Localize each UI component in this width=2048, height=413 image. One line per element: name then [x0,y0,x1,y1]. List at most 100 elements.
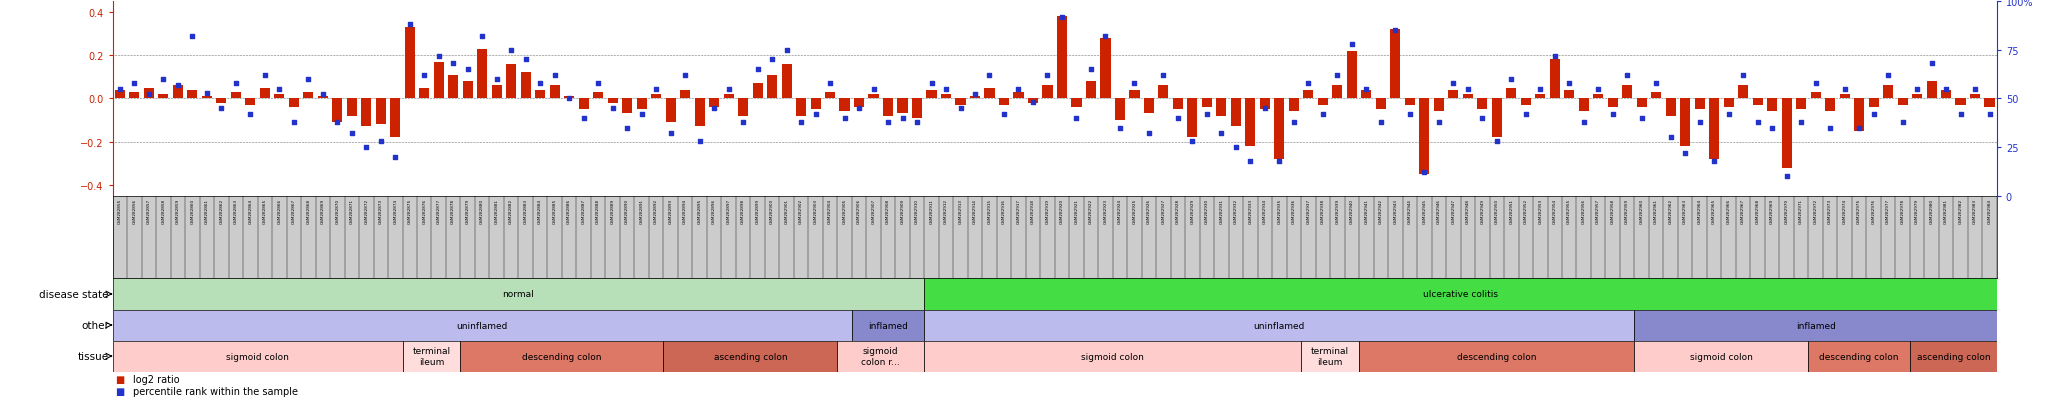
Point [190,90,223,97]
Text: GSM282929: GSM282929 [1190,199,1194,224]
Text: GSM282877: GSM282877 [436,199,440,224]
Text: GSM282917: GSM282917 [1016,199,1020,223]
Text: GSM282871: GSM282871 [350,199,354,223]
Text: GSM282961: GSM282961 [1655,199,1659,223]
Text: GSM282907: GSM282907 [872,199,877,224]
Point [713,86,745,93]
Text: GSM282915: GSM282915 [987,199,991,223]
Text: GSM282908: GSM282908 [887,199,891,224]
Text: GSM282940: GSM282940 [1350,199,1354,223]
Point [1741,119,1774,126]
Text: GSM282946: GSM282946 [1438,199,1442,223]
Text: GSM282856: GSM282856 [133,199,137,224]
Bar [158,95,168,99]
Bar [391,99,399,138]
Text: GSM282938: GSM282938 [1321,199,1325,224]
Bar [346,99,356,116]
Point [1886,119,1919,126]
Bar [1159,86,1169,99]
Bar [1767,99,1778,112]
Point [219,80,252,87]
Point [1595,112,1628,118]
Bar [1333,86,1341,99]
Text: GSM282925: GSM282925 [1133,199,1137,224]
Text: GSM282863: GSM282863 [233,199,238,224]
Bar [1145,99,1153,114]
Bar [1014,93,1024,99]
Point [496,47,528,54]
Point [784,119,817,126]
Bar [1303,90,1313,99]
Bar [737,99,748,116]
Point [133,92,166,99]
Text: GSM282952: GSM282952 [1524,199,1528,224]
Text: GSM282972: GSM282972 [1815,199,1819,224]
Bar [1565,90,1575,99]
Text: GSM282889: GSM282889 [610,199,614,224]
Bar [289,99,299,108]
Text: GSM282904: GSM282904 [827,199,831,223]
Bar [1085,82,1096,99]
Bar [1911,341,1997,372]
Bar [637,99,647,110]
Point [842,105,874,112]
Text: GSM282884: GSM282884 [539,199,543,223]
Text: GSM282899: GSM282899 [756,199,760,224]
Bar [549,86,559,99]
Point [1061,115,1094,122]
Point [1872,73,1905,79]
Text: GSM282984: GSM282984 [1987,199,1991,223]
Text: inflamed: inflamed [1796,321,1835,330]
Point [684,138,717,145]
Bar [1679,99,1690,147]
Bar [520,73,530,99]
Bar [752,84,762,99]
Point [1438,80,1470,87]
Point [610,125,643,131]
Bar [1505,88,1516,99]
Text: GSM282954: GSM282954 [1552,199,1556,223]
Bar [1853,99,1864,131]
Point [567,115,600,122]
Text: GSM282910: GSM282910 [915,199,920,223]
Bar [1405,99,1415,106]
Text: GSM282977: GSM282977 [1886,199,1890,224]
Point [1249,105,1282,112]
Text: GSM282941: GSM282941 [1364,199,1368,223]
Point [1495,76,1528,83]
Point [1655,135,1688,141]
Point [1378,28,1411,34]
Point [524,80,557,87]
Bar [1360,341,1634,372]
Bar [838,341,924,372]
Bar [1970,95,1980,99]
Bar [1927,82,1937,99]
Point [104,86,137,93]
Bar [203,97,211,99]
Bar [580,99,588,110]
Point [901,119,934,126]
Text: GSM282859: GSM282859 [176,199,180,224]
Text: GSM282932: GSM282932 [1233,199,1237,224]
Bar [1274,99,1284,159]
Text: GSM282903: GSM282903 [813,199,817,224]
Point [1393,112,1425,118]
Point [930,86,963,93]
Bar [664,341,838,372]
Point [1190,112,1223,118]
Bar [723,95,733,99]
Point [582,80,614,87]
Text: GSM282914: GSM282914 [973,199,977,223]
Text: GSM282922: GSM282922 [1090,199,1094,224]
Text: GSM282931: GSM282931 [1219,199,1223,223]
Bar [1376,99,1386,110]
Bar [1434,99,1444,112]
Bar [449,76,459,99]
Text: GSM282935: GSM282935 [1278,199,1282,224]
Bar [477,50,487,99]
Point [1958,86,1991,93]
Bar [782,64,793,99]
Text: GSM282950: GSM282950 [1495,199,1499,224]
Text: GSM282939: GSM282939 [1335,199,1339,224]
Text: GSM282947: GSM282947 [1452,199,1456,223]
